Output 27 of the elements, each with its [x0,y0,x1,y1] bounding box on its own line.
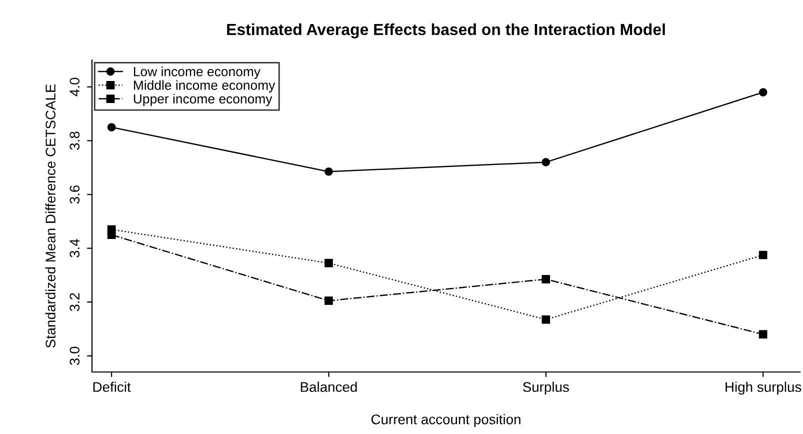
point [324,167,333,176]
y-tick-label: 3.6 [70,185,80,204]
x-tick-label: High surplus [726,382,802,395]
y-tick-label: 3.2 [70,293,80,312]
y-tick-label: 3.4 [70,239,80,258]
y-tick-label: 3.0 [70,346,80,365]
point [758,88,768,96]
legend-label: Low income economy [134,66,260,79]
y-tick-label: 3.8 [70,132,80,150]
point [758,330,768,339]
x-tick-label: Balanced [300,382,357,392]
x-axis-title: Current account position [371,414,520,428]
legend-label: Middle income economy [134,80,276,93]
point [542,315,550,324]
y-tick-label: 4.0 [70,78,80,96]
y-axis-title: Standardized Mean Difference CETSCALE [45,84,56,348]
point [758,250,768,260]
point [542,275,550,284]
point [542,158,550,166]
legend-label: Upper income economy [134,94,272,106]
x-tick-label: Surplus [522,382,569,395]
chart-title: Estimated Average Effects based on the Interaction Model [227,23,665,38]
x-tick-label: Deficit [93,382,131,392]
point [324,296,333,305]
point [324,258,333,268]
point [107,123,116,132]
point [107,230,116,239]
